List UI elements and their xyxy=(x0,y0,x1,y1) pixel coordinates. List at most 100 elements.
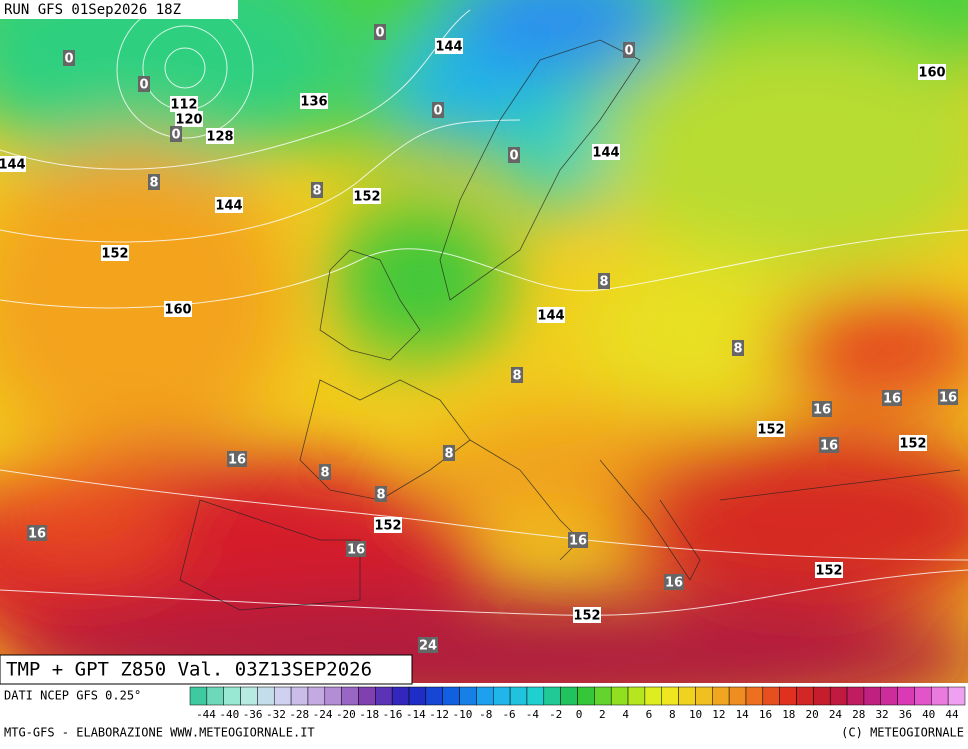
colorbar-label: 44 xyxy=(945,708,959,721)
gpt-label-box xyxy=(899,435,927,451)
colorbar-label: -40 xyxy=(219,708,239,721)
colorbar-swatch xyxy=(543,686,561,706)
temp-label: 8 xyxy=(149,176,158,191)
colorbar-label: 28 xyxy=(852,708,865,721)
temp-label: 0 xyxy=(171,128,180,143)
temp-label: 16 xyxy=(569,534,587,549)
colorbar-swatch xyxy=(880,686,898,706)
temp-label-box xyxy=(27,525,47,541)
colorbar-swatch xyxy=(391,686,410,706)
colorbar-swatch xyxy=(897,686,915,706)
temp-label: 16 xyxy=(665,576,683,591)
colorbar-swatch xyxy=(931,686,949,706)
temp-label: 8 xyxy=(376,488,385,503)
temp-label-box xyxy=(623,42,635,58)
temp-label: 8 xyxy=(599,275,608,290)
gpt-label: 144 xyxy=(592,146,619,161)
temp-label-box xyxy=(432,102,444,118)
colorbar-swatch xyxy=(273,686,292,706)
temp-label-box xyxy=(664,574,684,590)
colorbar-label: 6 xyxy=(646,708,653,721)
colorbar-label: -8 xyxy=(479,708,492,721)
colorbar-swatch xyxy=(779,686,797,706)
temp-label: 16 xyxy=(883,392,901,407)
colorbar-swatch xyxy=(476,686,494,706)
temp-label-box xyxy=(63,50,75,66)
colorbar-label: 4 xyxy=(622,708,629,721)
gpt-label-box xyxy=(374,517,402,533)
colorbar-swatch xyxy=(695,686,713,706)
colorbar-swatch xyxy=(813,686,831,706)
colorbar-label: 18 xyxy=(782,708,795,721)
colorbar-label: 36 xyxy=(899,708,912,721)
temp-label: 16 xyxy=(939,391,957,406)
gpt-label: 152 xyxy=(353,190,380,205)
colorbar-swatch xyxy=(240,686,258,706)
colorbar-swatch xyxy=(425,686,443,706)
run-title: RUN GFS 01Sep2026 18Z xyxy=(4,2,181,18)
colorbar-label: -44 xyxy=(196,708,216,721)
colorbar-swatch xyxy=(408,686,427,706)
colorbar-swatch xyxy=(594,686,612,706)
colorbar-label: 8 xyxy=(669,708,676,721)
gpt-label: 160 xyxy=(918,66,945,81)
colorbar-label: -12 xyxy=(429,708,449,721)
gpt-label: 144 xyxy=(435,40,462,55)
colorbar-swatch xyxy=(341,686,359,706)
gpt-label-box xyxy=(170,96,198,112)
colorbar-swatch xyxy=(947,686,966,706)
colorbar-swatch xyxy=(728,686,747,706)
colorbar-label: -6 xyxy=(502,708,515,721)
temp-label-box xyxy=(138,76,150,92)
gpt-label-box xyxy=(300,93,328,109)
temp-label: 0 xyxy=(375,26,384,41)
colorbar-swatch xyxy=(206,686,224,706)
colorbar-label: 32 xyxy=(875,708,888,721)
colorbar-label: 14 xyxy=(736,708,750,721)
credit-right: (C) METEOGIORNALE xyxy=(841,726,964,740)
temp-label-box xyxy=(148,174,160,190)
colorbar-swatch xyxy=(442,686,460,706)
gpt-label-box xyxy=(918,64,946,80)
colorbar-swatch xyxy=(796,686,814,706)
temp-label-box xyxy=(812,401,832,417)
temp-label: 16 xyxy=(820,439,838,454)
gpt-label: 152 xyxy=(374,519,401,534)
temp-label: 16 xyxy=(28,527,46,542)
colorbar-label: -28 xyxy=(289,708,309,721)
temp-label-box xyxy=(508,147,520,163)
colorbar-label: -36 xyxy=(243,708,263,721)
gpt-label: 152 xyxy=(573,609,600,624)
data-source: DATI NCEP GFS 0.25° xyxy=(4,689,141,703)
colorbar-label: 40 xyxy=(922,708,935,721)
temp-label: 0 xyxy=(64,52,73,67)
gpt-label-box xyxy=(353,188,381,204)
gpt-label-box xyxy=(592,144,620,160)
colorbar-label: 10 xyxy=(689,708,702,721)
colorbar-swatch xyxy=(223,686,241,706)
colorbar-label: -24 xyxy=(313,708,333,721)
colorbar-label: 16 xyxy=(759,708,772,721)
temp-label: 0 xyxy=(433,104,442,119)
colorbar-swatch xyxy=(661,686,679,706)
temp-label: 24 xyxy=(419,639,437,654)
temp-label-box xyxy=(319,464,331,480)
colorbar-swatch xyxy=(493,686,511,706)
temp-label: 8 xyxy=(733,342,742,357)
temp-label-box xyxy=(443,445,455,461)
temp-label-box xyxy=(346,541,366,557)
temp-label: 8 xyxy=(320,466,329,481)
colorbar-swatch xyxy=(914,686,932,706)
colorbar-swatch xyxy=(678,686,696,706)
colorbar-swatch xyxy=(526,686,545,706)
colorbar-swatch xyxy=(863,686,882,706)
gpt-label: 152 xyxy=(757,423,784,438)
colorbar-swatch xyxy=(290,686,309,706)
colorbar-swatch xyxy=(358,686,376,706)
temp-label-box xyxy=(374,24,386,40)
temp-label-box xyxy=(598,273,610,289)
temp-label-box xyxy=(170,126,182,142)
temp-label: 8 xyxy=(312,184,321,199)
